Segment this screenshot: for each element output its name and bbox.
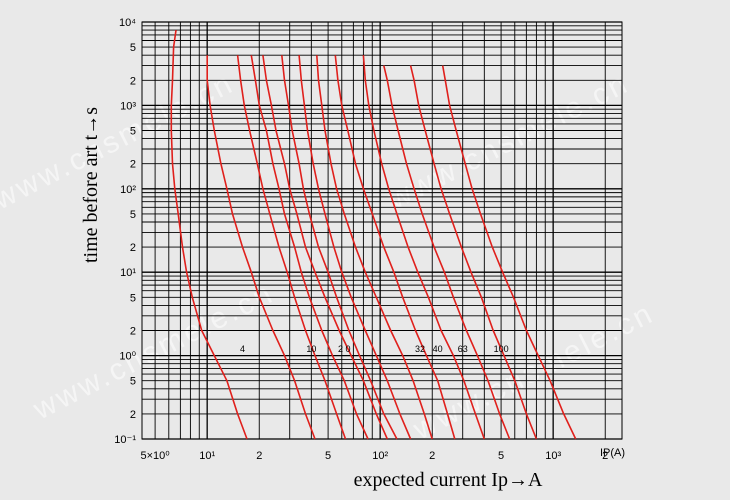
- x-tick-label: 5: [498, 450, 504, 462]
- fuse-curve: [316, 55, 433, 440]
- y-tick-label: 2: [130, 159, 136, 171]
- y-tick-label: 2: [130, 242, 136, 254]
- fuse-curve: [409, 65, 538, 440]
- x-tick-label: 10²: [372, 450, 388, 462]
- fuse-curve: [281, 55, 398, 440]
- y-tick-label: 10¹: [120, 267, 136, 279]
- x-tick-label: 10³: [545, 450, 561, 462]
- y-tick-label: 2: [130, 75, 136, 87]
- rating-label: 63: [458, 344, 468, 354]
- y-tick-label: 5: [130, 209, 136, 221]
- fuse-curve: [250, 55, 369, 440]
- rating-label: 40: [433, 344, 443, 354]
- fuse-curve: [298, 55, 412, 440]
- y-tick-label: 10⁻¹: [114, 434, 136, 446]
- watermark-text: www.cnsmele.cn: [382, 66, 634, 216]
- x-axis-ticks: 5×10⁰ 10¹ 2 5 10² 2 5 10³ 2: [141, 450, 609, 462]
- x-axis-title: expected current Ip→A: [354, 469, 543, 491]
- y-tick-label: 5: [130, 292, 136, 304]
- y-tick-label: 5: [130, 126, 136, 138]
- rating-labels: 4 10 2 0 32 40 63 100: [240, 344, 509, 354]
- y-axis-ticks: 10⁴ 5 2 10³ 5 2 10² 5 2 10¹ 5 2 10⁰ 5 2 10⁻¹: [114, 17, 136, 446]
- x-tick-label: 2: [602, 450, 608, 462]
- y-tick-label: 2: [130, 409, 136, 421]
- chart-series: [170, 29, 577, 440]
- y-tick-label: 10⁰: [119, 351, 136, 363]
- x-tick-label: 5×10⁰: [141, 450, 171, 462]
- rating-label: 32: [415, 344, 425, 354]
- y-tick-label: 5: [130, 376, 136, 388]
- fuse-curve: [170, 29, 248, 440]
- x-axis-unit-label: IP(A): [600, 447, 625, 459]
- fuse-curve: [206, 55, 316, 440]
- y-tick-label: 10³: [120, 100, 136, 112]
- fuse-curve: [441, 65, 577, 440]
- rating-label: 4: [240, 344, 245, 354]
- chart-grid: [141, 21, 623, 440]
- fuse-curve: [262, 55, 389, 440]
- x-tick-label: 10¹: [199, 450, 215, 462]
- rating-label: 100: [494, 344, 509, 354]
- y-tick-label: 2: [130, 325, 136, 337]
- x-tick-label: 2: [429, 450, 435, 462]
- rating-label: 2 0: [338, 344, 351, 354]
- x-tick-label: 2: [256, 450, 262, 462]
- fuse-curve: [236, 55, 347, 440]
- rating-label: 10: [306, 344, 316, 354]
- x-tick-label: 5: [325, 450, 331, 462]
- fuse-curve: [334, 55, 456, 440]
- fuse-curve: [362, 55, 486, 440]
- y-tick-label: 10²: [120, 184, 136, 196]
- y-axis-title: time before art t→s: [80, 107, 102, 263]
- y-tick-label: 5: [130, 42, 136, 54]
- y-tick-label: 10⁴: [119, 17, 136, 29]
- fuse-curve: [383, 65, 511, 440]
